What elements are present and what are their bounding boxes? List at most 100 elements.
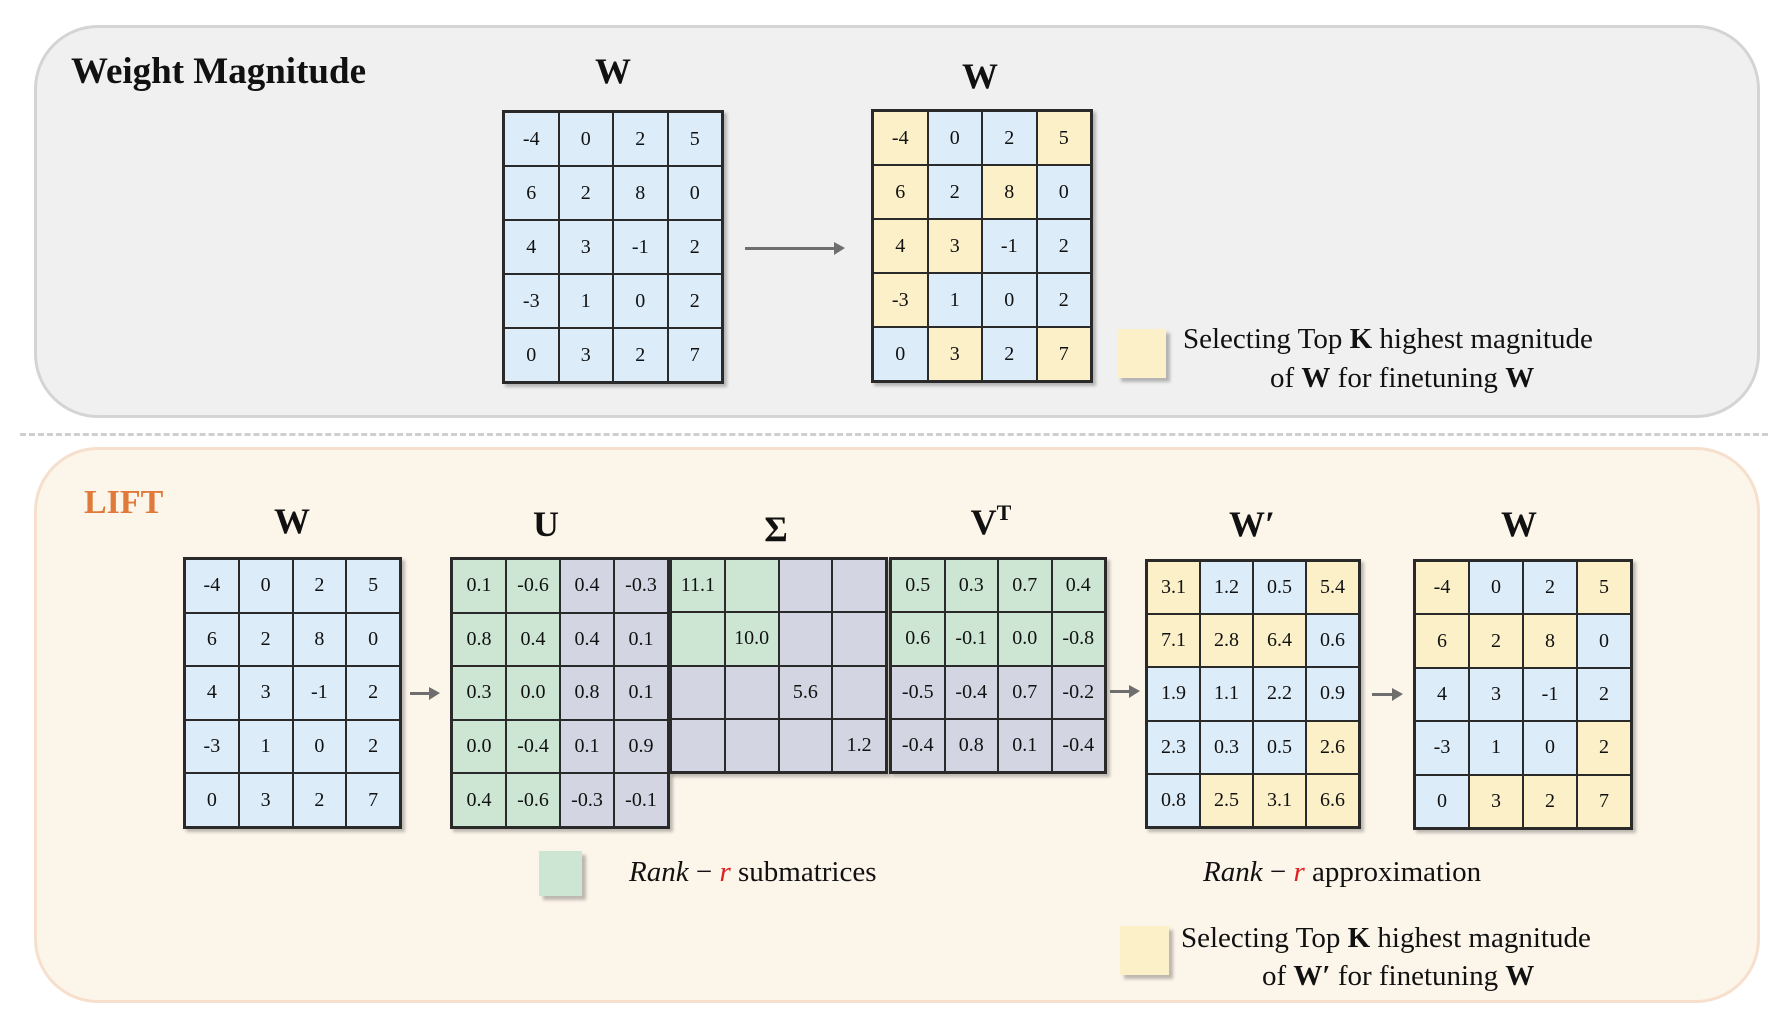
- matrix-cell: 0: [238, 559, 293, 613]
- matrix-title-u: U: [533, 504, 559, 544]
- u-matrix: 0.1 -0.6 0.4 -0.3 0.8 0.4 0.4 0.1 0.3 0.0 0.8 0.1 0.…: [450, 557, 670, 829]
- matrix-cell: 2: [667, 274, 722, 328]
- matrix-cell: 0: [613, 274, 668, 328]
- matrix-cell: 0.7: [998, 665, 1052, 719]
- matrix-cell: 1.2: [832, 718, 886, 772]
- matrix-cell: 6: [1415, 614, 1469, 668]
- matrix-cell: 2: [613, 328, 668, 382]
- matrix-cell: 3: [238, 773, 293, 827]
- matrix-cell: 0.0: [998, 612, 1052, 666]
- matrix-title-w: W: [274, 501, 310, 541]
- matrix-cell: -1: [1523, 667, 1577, 722]
- matrix-cell: -0.6: [506, 559, 560, 613]
- matrix-cell: 8: [982, 165, 1037, 219]
- matrix-cell: 0.4: [452, 773, 506, 827]
- green-legend-swatch: [539, 851, 582, 896]
- matrix-cell: [832, 612, 886, 666]
- legend-text-line2: of W for finetuning W: [1270, 362, 1535, 394]
- matrix-cell: 0.1: [452, 559, 506, 613]
- matrix-cell: 0.0: [452, 719, 506, 774]
- w-prime-matrix: 3.1 1.2 0.5 5.4 7.1 2.8 6.4 0.6 1.9 1.1 2.2 0.9 2.3 0…: [1145, 559, 1361, 829]
- matrix-cell: 4: [873, 219, 928, 273]
- legend-text-line1: Selecting Top K highest magnitude: [1181, 922, 1591, 954]
- matrix-cell: 5.4: [1306, 561, 1359, 615]
- legend-text-line1: Selecting Top K highest magnitude: [1183, 323, 1593, 355]
- matrix-cell: 2: [1523, 774, 1577, 828]
- matrix-cell: [671, 665, 725, 719]
- lift-weight-matrix: -4 0 2 5 6 2 8 0 4 3 -1 2 -3 1 0 2 0 3 2 7: [183, 557, 402, 829]
- matrix-cell: 0: [982, 273, 1037, 327]
- matrix-cell: 0.1: [614, 612, 668, 667]
- arrow-icon: [1372, 688, 1403, 701]
- matrix-cell: [778, 559, 833, 613]
- matrix-cell: 2.2: [1253, 667, 1306, 721]
- matrix-title-w-selected: W: [962, 56, 998, 96]
- matrix-cell: 0.7: [998, 559, 1052, 613]
- matrix-cell: 0: [1469, 561, 1523, 615]
- matrix-cell: 7: [1036, 327, 1091, 381]
- matrix-cell: 3.1: [1253, 773, 1306, 827]
- matrix-cell: [724, 559, 779, 613]
- legend-text-line2: of W′ for finetuning W: [1262, 960, 1535, 992]
- matrix-cell: -3: [1415, 721, 1469, 775]
- matrix-cell: -4: [504, 112, 559, 166]
- matrix-cell: [832, 665, 886, 719]
- matrix-cell: [778, 612, 833, 666]
- matrix-cell: 7.1: [1147, 614, 1200, 668]
- matrix-cell: 2: [1523, 561, 1577, 615]
- matrix-cell: 0.4: [560, 612, 614, 667]
- arrow-icon: [410, 687, 440, 700]
- matrix-cell: 10.0: [724, 612, 779, 666]
- matrix-cell: 2: [1469, 614, 1523, 668]
- matrix-cell: 0.3: [1200, 720, 1253, 774]
- matrix-cell: 7: [346, 773, 400, 827]
- matrix-cell: -0.4: [891, 718, 945, 772]
- matrix-cell: 2: [292, 559, 347, 613]
- matrix-title-w-out: W: [1501, 504, 1537, 544]
- matrix-cell: [724, 718, 779, 772]
- matrix-cell: 3: [558, 328, 613, 382]
- matrix-cell: [724, 665, 779, 719]
- matrix-cell: 4: [1415, 667, 1469, 722]
- matrix-cell: -0.3: [614, 559, 668, 613]
- matrix-cell: 0.5: [891, 559, 945, 613]
- matrix-cell: 0: [292, 719, 347, 774]
- matrix-cell: 0: [667, 166, 722, 220]
- matrix-cell: 0.3: [944, 559, 998, 613]
- matrix-cell: 0.1: [998, 718, 1052, 772]
- matrix-cell: [671, 718, 725, 772]
- legend-submatrices: Rank − r submatrices: [629, 856, 877, 888]
- matrix-cell: 2: [238, 612, 293, 667]
- matrix-cell: 7: [1577, 774, 1631, 828]
- matrix-cell: -0.3: [560, 773, 614, 827]
- matrix-cell: 2: [346, 666, 400, 720]
- matrix-cell: 0.9: [1306, 667, 1359, 721]
- matrix-cell: 0: [927, 111, 982, 165]
- matrix-cell: 0.4: [560, 559, 614, 613]
- matrix-cell: 4: [185, 666, 239, 720]
- matrix-cell: -4: [873, 111, 928, 165]
- matrix-cell: 2: [982, 327, 1037, 381]
- matrix-cell: 2.8: [1200, 614, 1253, 668]
- matrix-cell: 0: [1577, 614, 1631, 668]
- matrix-cell: 0: [504, 328, 559, 382]
- matrix-cell: 0.1: [614, 666, 668, 720]
- matrix-cell: 8: [613, 166, 668, 220]
- matrix-cell: 1.2: [1200, 561, 1253, 615]
- matrix-cell: 1: [1469, 721, 1523, 775]
- matrix-cell: 0.6: [1306, 614, 1359, 668]
- matrix-cell: 2: [1577, 721, 1631, 775]
- matrix-cell: 0.8: [560, 666, 614, 720]
- matrix-cell: 2: [982, 111, 1037, 165]
- matrix-cell: 2: [1577, 667, 1631, 722]
- dashed-divider: [20, 433, 1768, 436]
- matrix-cell: -3: [185, 719, 239, 774]
- matrix-cell: 0.4: [506, 612, 560, 667]
- matrix-cell: 2: [667, 220, 722, 274]
- yellow-legend-swatch: [1117, 329, 1166, 378]
- matrix-cell: 3: [927, 327, 982, 381]
- matrix-cell: 0: [558, 112, 613, 166]
- lift-selected-weight-matrix: -4 0 2 5 6 2 8 0 4 3 -1 2 -3 1 0 2 0 3 2 7: [1413, 559, 1633, 830]
- matrix-cell: -0.4: [1051, 718, 1105, 772]
- matrix-cell: 0.9: [614, 719, 668, 774]
